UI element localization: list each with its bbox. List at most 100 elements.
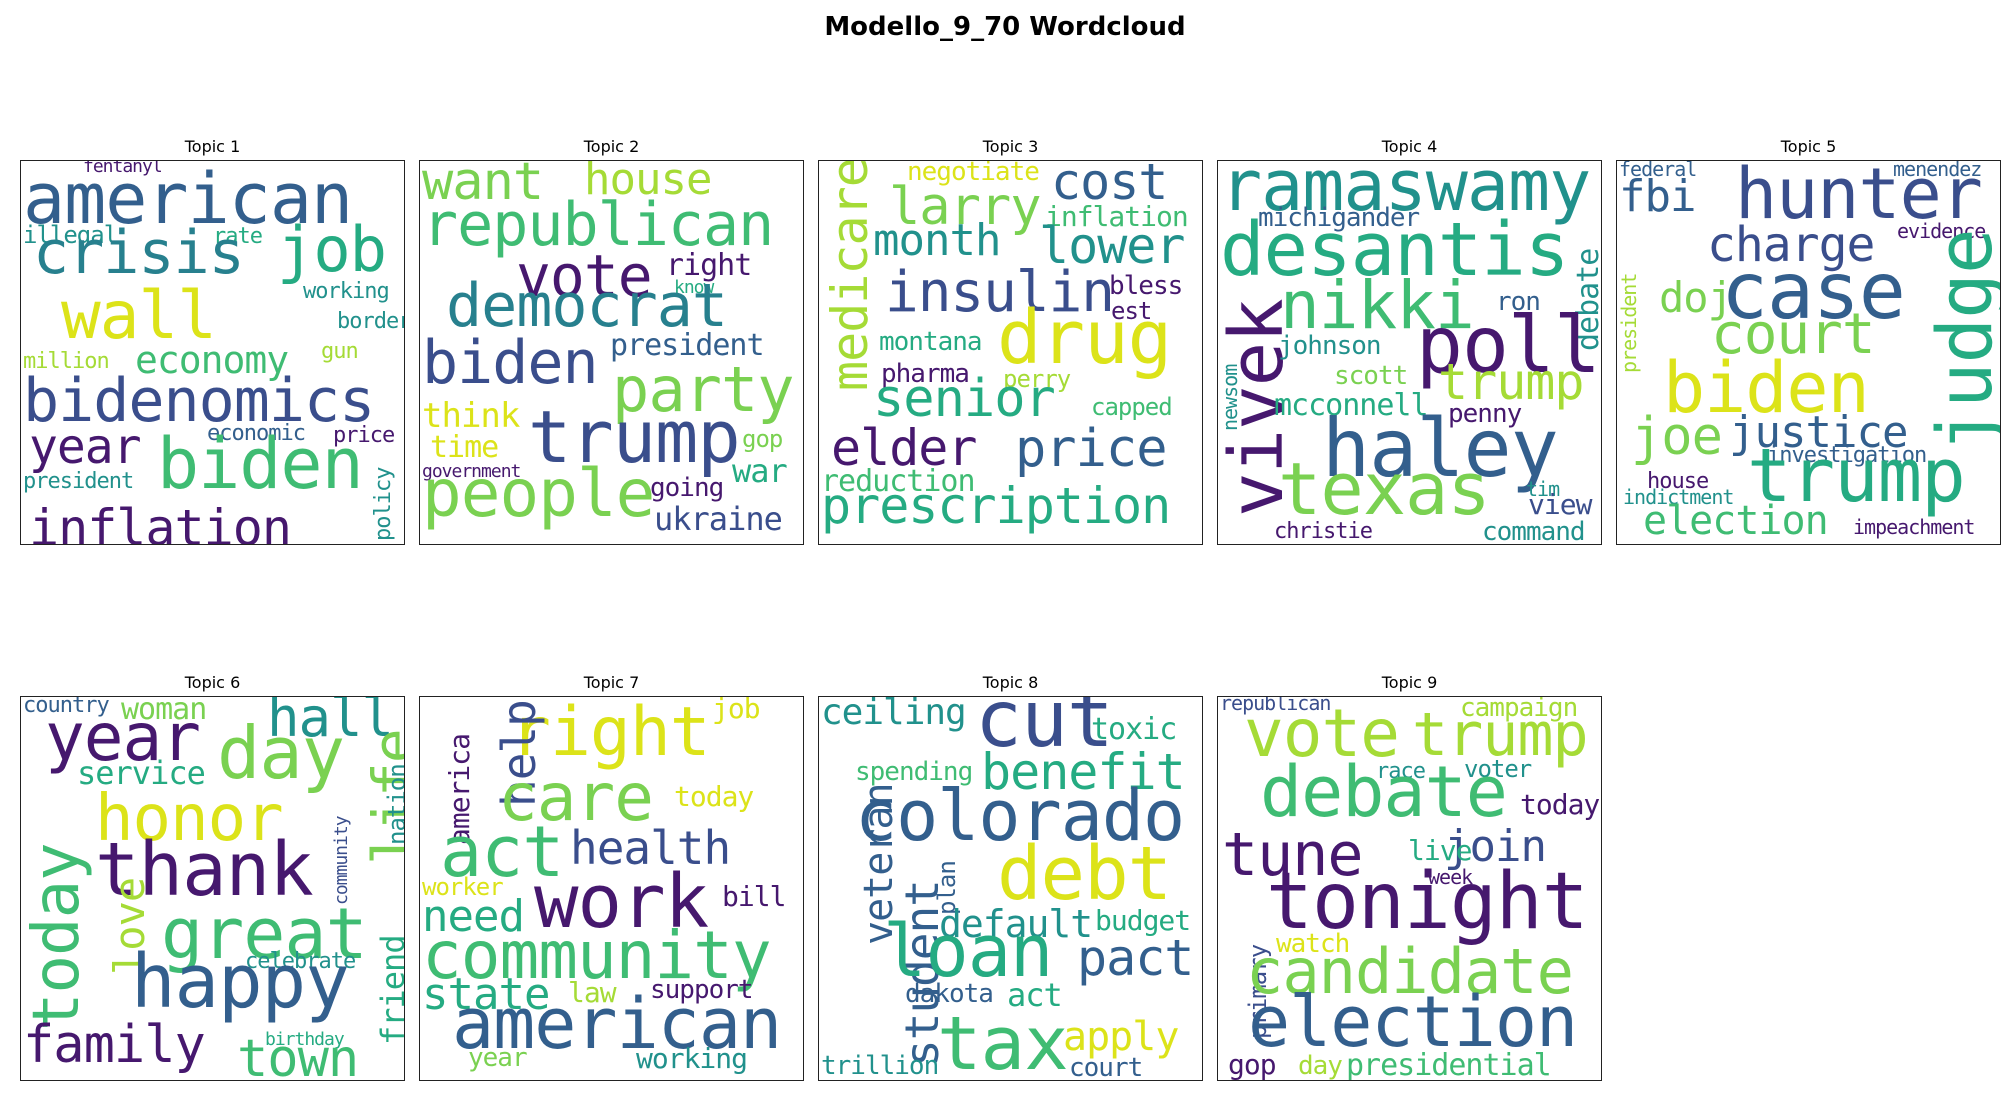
word-poll: poll [1416,301,1601,391]
word-johnson: johnson [1278,331,1382,361]
word-election: election [1643,498,1829,544]
word-biden: biden [157,423,364,505]
word-debate: debate [1260,751,1508,833]
word-american: american [23,160,353,240]
word-trump: trump [1747,433,1966,519]
word-justice: justice [1729,407,1908,458]
word-lower: lower [1039,217,1186,275]
word-voter: voter [1464,755,1532,783]
word-hunter: hunter [1735,160,1983,235]
wordcloud-box: republican campaign vote trump race voter deba… [1217,696,1602,1081]
word-ceiling: ceiling [821,696,967,733]
word-negotiate: negotiate [907,160,1040,187]
word-birthday: birthday [265,1029,345,1050]
word-price: price [1015,419,1168,479]
word-nikki: nikki [1280,267,1475,344]
word-presidential: presidential [1346,1048,1552,1081]
word-menendez: menendez [1893,160,1982,181]
word-working: working [636,1042,748,1075]
word-haley: haley [1322,402,1559,495]
word-state: state [422,969,550,1020]
word-president: president [23,469,134,494]
word-woman: woman [121,696,207,727]
wordcloud-box: negotiate medicare larry cost inflation month… [818,160,1203,545]
word-act: act [1007,976,1063,1014]
word-right: right [666,248,752,283]
word-texas: texas [1278,447,1491,531]
word-senior: senior [873,369,1056,429]
word-month: month [873,215,1001,266]
word-cut: cut [975,696,1114,765]
word-race: race [1376,759,1426,784]
word-tonight: tonight [1266,857,1589,947]
word-year: year [468,1043,528,1073]
word-capped: capped [1091,393,1173,421]
word-town: town [237,1029,359,1081]
word-service: service [77,754,206,792]
word-crisis: crisis [33,218,245,288]
topic-title: Topic 9 [1381,673,1438,692]
word-day: day [1298,1051,1343,1081]
word-price: price [333,423,395,448]
word-economy: economy [135,338,289,382]
word-penny: penny [1448,399,1522,429]
word-view: view [1528,488,1592,521]
word-republican: republican [422,190,774,260]
word-gop: gop [1228,1048,1277,1081]
word-trillion: trillion [821,1051,939,1081]
wordcloud-box: job right america help family care today act hea… [419,696,804,1081]
word-pharma: pharma [881,359,970,389]
word-toxic: toxic [1091,712,1177,747]
word-fbi: fbi [1619,171,1696,222]
word-scott: scott [1334,361,1408,391]
word-nation: nation [383,764,405,845]
word-republican: republican [1220,696,1331,715]
word-trump: trump [528,395,741,479]
word-ukraine: ukraine [654,500,783,538]
word-going: going [650,473,724,503]
word-bill: bill [722,880,786,913]
word-government: government [422,461,521,482]
word-president: president [1617,273,1641,373]
word-work: work [534,859,709,945]
wordcloud-box: ramaswamy michigander desantis debate nikki r… [1217,160,1602,545]
word-policy: policy [371,467,396,541]
word-house: house [584,160,712,205]
word-country: country [23,696,110,718]
word-president: president [610,328,765,363]
word-worker: worker [422,873,504,901]
word-community: community [422,917,772,994]
wordcloud-box: country woman hall year day service honor life n… [20,696,405,1081]
word-inflation: inflation [29,499,292,545]
figure-title: Modello_9_70 Wordcloud [824,12,1186,42]
word-drug: drug [997,295,1172,381]
word-medicare: medicare [821,160,879,391]
word-charge: charge [1707,217,1875,273]
word-economic: economic [207,421,306,446]
word-care: care [498,759,654,836]
word-join: join [1444,821,1547,872]
word-tax: tax [937,1001,1069,1081]
word-war: war [732,452,788,490]
word-right: right [510,696,711,772]
word-impeachment: impeachment [1853,515,1975,539]
word-need: need [422,891,525,942]
word-mcconnell: mcconnell [1274,388,1429,423]
topic-title: Topic 6 [184,673,241,692]
word-budget: budget [1095,904,1191,937]
word-million: million [23,349,110,374]
word-campaign: campaign [1460,696,1578,723]
word-default: default [939,902,1093,946]
word-judge: judge [1920,229,2001,453]
word-wall: wall [61,277,217,354]
word-great: great [161,893,368,975]
word-people: people [422,455,655,532]
word-gun: gun [321,339,359,364]
word-happy: happy [131,939,350,1025]
wordcloud-box: federal menendez fbi hunter charge evidence do… [1616,160,2001,545]
word-fentanyl: fentanyl [83,160,163,177]
word-family: family [23,1015,206,1075]
word-cost: cost [1051,160,1168,211]
word-today: today [674,780,754,813]
wordcloud-box: ceiling cut toxic veteran spending benefit col… [818,696,1203,1081]
